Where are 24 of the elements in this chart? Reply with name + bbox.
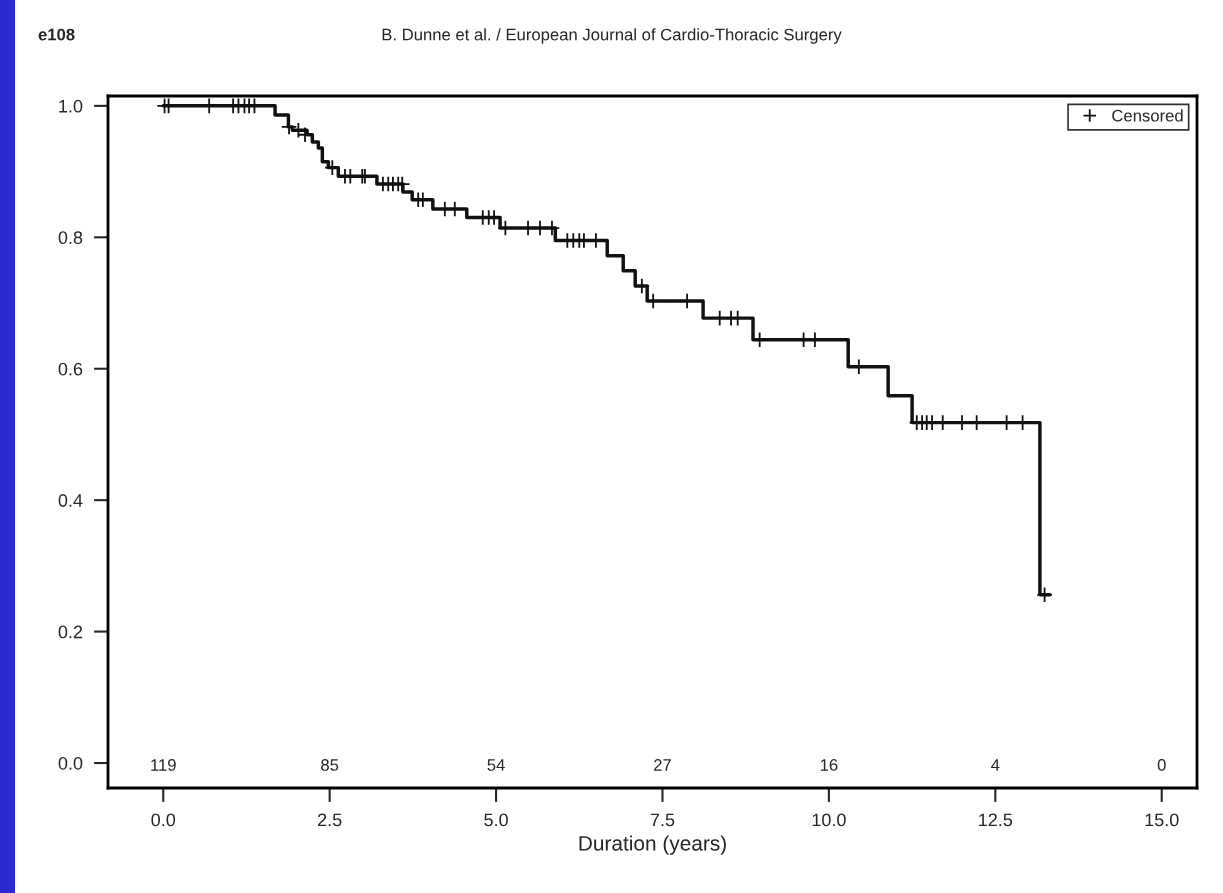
annotation: 0 bbox=[1157, 759, 1166, 771]
y-tick-label: 0.6 bbox=[58, 362, 83, 376]
x-axis-title: Duration (years) bbox=[579, 835, 726, 855]
x-tick-label: 7.5 bbox=[650, 813, 675, 827]
legend-label: Censored bbox=[1112, 109, 1183, 122]
y-tick-label: 0.8 bbox=[58, 231, 83, 245]
annotation: 119 bbox=[151, 759, 176, 771]
y-tick-label: 0.0 bbox=[58, 756, 83, 770]
x-tick-label: 2.5 bbox=[318, 813, 342, 827]
x-tick-label: 12.5 bbox=[979, 813, 1013, 827]
chart-title: B. Dunne et al. / European Journal of Cardio-Thoracic Surgery bbox=[382, 28, 842, 44]
y-tick-label: 0.2 bbox=[58, 625, 83, 639]
annotation: 85 bbox=[321, 759, 339, 771]
text: e108 bbox=[38, 28, 75, 41]
x-tick-label: 10.0 bbox=[812, 813, 846, 827]
x-tick-label: 15.0 bbox=[1145, 813, 1179, 827]
y-tick-label: 1.0 bbox=[59, 99, 83, 113]
annotation: 4 bbox=[991, 759, 1000, 771]
annotation: 54 bbox=[487, 759, 505, 771]
x-tick-label: 5.0 bbox=[484, 813, 508, 827]
annotation: 16 bbox=[820, 759, 838, 771]
annotation: 27 bbox=[654, 759, 671, 771]
y-tick-label: 0.4 bbox=[58, 494, 83, 507]
x-tick-label: 0.0 bbox=[151, 813, 176, 827]
